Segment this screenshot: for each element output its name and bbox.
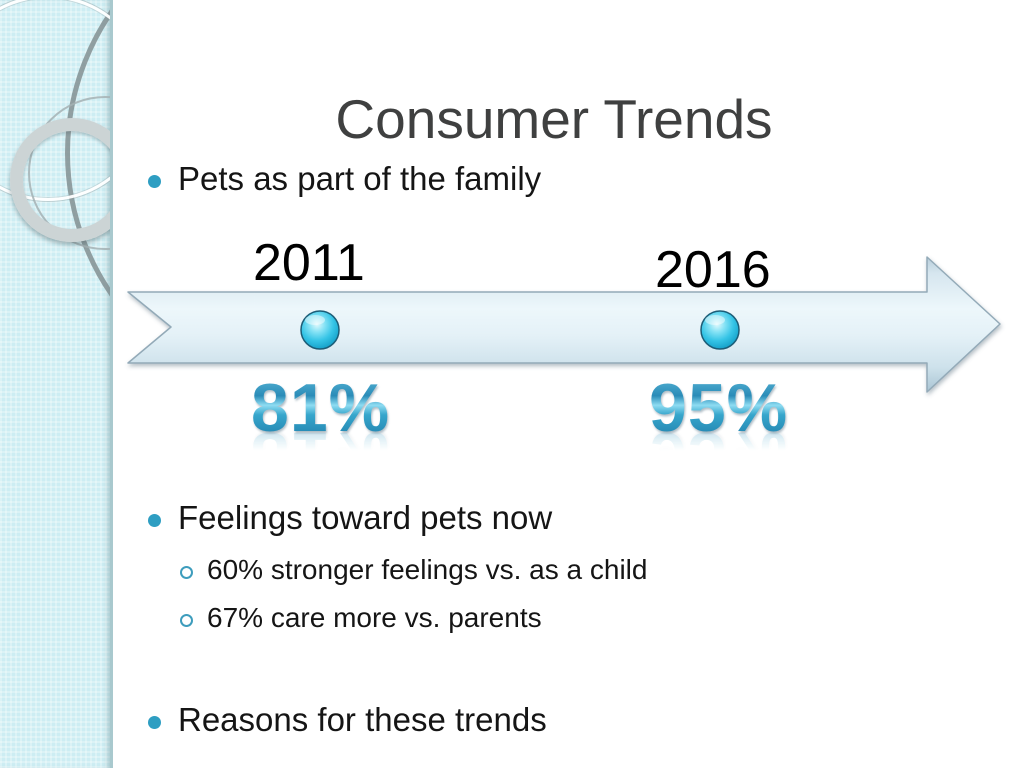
timeline-arrow-graphic (127, 256, 1001, 393)
bullet-item-reasons: Reasons for these trends (148, 701, 547, 739)
sub-bullet-item-stronger-feelings: 60% stronger feelings vs. as a child (180, 554, 647, 586)
timeline-arrow-shape (127, 256, 1001, 393)
bullet-dot-icon (148, 514, 161, 527)
circle-bullet-icon (180, 566, 193, 579)
bullet-item-feelings: Feelings toward pets now (148, 499, 552, 537)
timeline-year-label-2011: 2011 (253, 234, 365, 292)
sidebar-decoration (0, 0, 113, 768)
sub-bullet-label: 67% care more vs. parents (207, 602, 542, 633)
bullet-dot-icon (148, 175, 161, 188)
timeline-dot-2016-icon (700, 310, 740, 350)
bullet-dot-icon (148, 716, 161, 729)
bullet-label: Reasons for these trends (178, 701, 547, 738)
timeline-value-2011: 81% (251, 370, 391, 446)
sub-bullet-label: 60% stronger feelings vs. as a child (207, 554, 648, 585)
timeline-year-label-2016: 2016 (655, 241, 771, 299)
bullet-item-pets-family: Pets as part of the family (148, 160, 541, 198)
bullet-label: Feelings toward pets now (178, 499, 553, 536)
slide-title: Consumer Trends (335, 87, 773, 150)
timeline-value-2016: 95% (649, 370, 789, 446)
bullet-label: Pets as part of the family (178, 160, 542, 197)
sub-bullet-item-care-more: 67% care more vs. parents (180, 602, 542, 634)
timeline-dot-2011-icon (300, 310, 340, 350)
circle-bullet-icon (180, 614, 193, 627)
